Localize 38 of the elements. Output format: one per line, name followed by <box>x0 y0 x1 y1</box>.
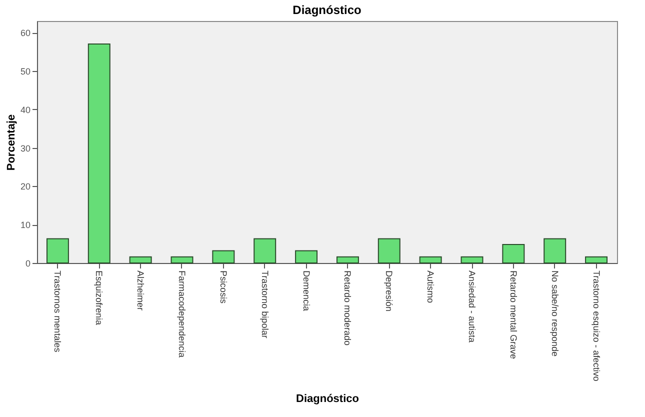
y-tick-label: 30 <box>20 143 30 154</box>
x-tick-label: Trastorno bipolar <box>260 270 270 338</box>
x-tick-label: Trastorno esquizo - afectivo <box>591 270 602 382</box>
y-tick-label: 60 <box>20 28 30 38</box>
y-axis-title: Porcentaje <box>5 114 18 171</box>
bar <box>46 238 69 264</box>
x-tick-label: Alzheimer <box>136 270 146 311</box>
bar <box>295 250 318 264</box>
y-tick-label: 40 <box>20 104 30 115</box>
bar <box>129 256 152 264</box>
bar <box>460 256 484 264</box>
x-tick-label: Retardo mental Grave <box>508 270 518 360</box>
bar <box>170 256 194 264</box>
bar <box>544 238 566 264</box>
x-tick-label: Depresión <box>384 270 394 312</box>
y-tick-label: 10 <box>20 220 30 230</box>
bar <box>212 250 235 264</box>
bar <box>88 44 110 264</box>
bar <box>378 238 400 264</box>
y-tick-label: 50 <box>20 66 30 76</box>
x-axis-title: Diagnóstico <box>296 393 360 406</box>
bar <box>254 238 276 264</box>
x-tick-label: Esquizofrenia <box>94 270 104 326</box>
y-tick-label: 0 <box>25 258 30 268</box>
x-tick-label: Demencia <box>301 270 312 312</box>
x-tick-label: Autismo <box>426 270 436 304</box>
bar <box>419 256 442 264</box>
x-tick-label: Farmacodependencia <box>177 270 187 358</box>
bar <box>502 244 525 264</box>
x-tick-label: No sabe/no responde <box>550 270 560 357</box>
y-tick-label: 20 <box>20 182 30 192</box>
chart-title: Diagnóstico <box>292 3 362 17</box>
x-tick-label: Trastornos mentales <box>52 270 63 353</box>
x-tick-label: Retardo moderado <box>342 270 353 346</box>
bar <box>336 256 359 264</box>
bar <box>585 256 608 264</box>
x-tick-label: Ansiedad - autista <box>467 270 477 343</box>
x-tick-label: Psicosis <box>218 270 228 304</box>
